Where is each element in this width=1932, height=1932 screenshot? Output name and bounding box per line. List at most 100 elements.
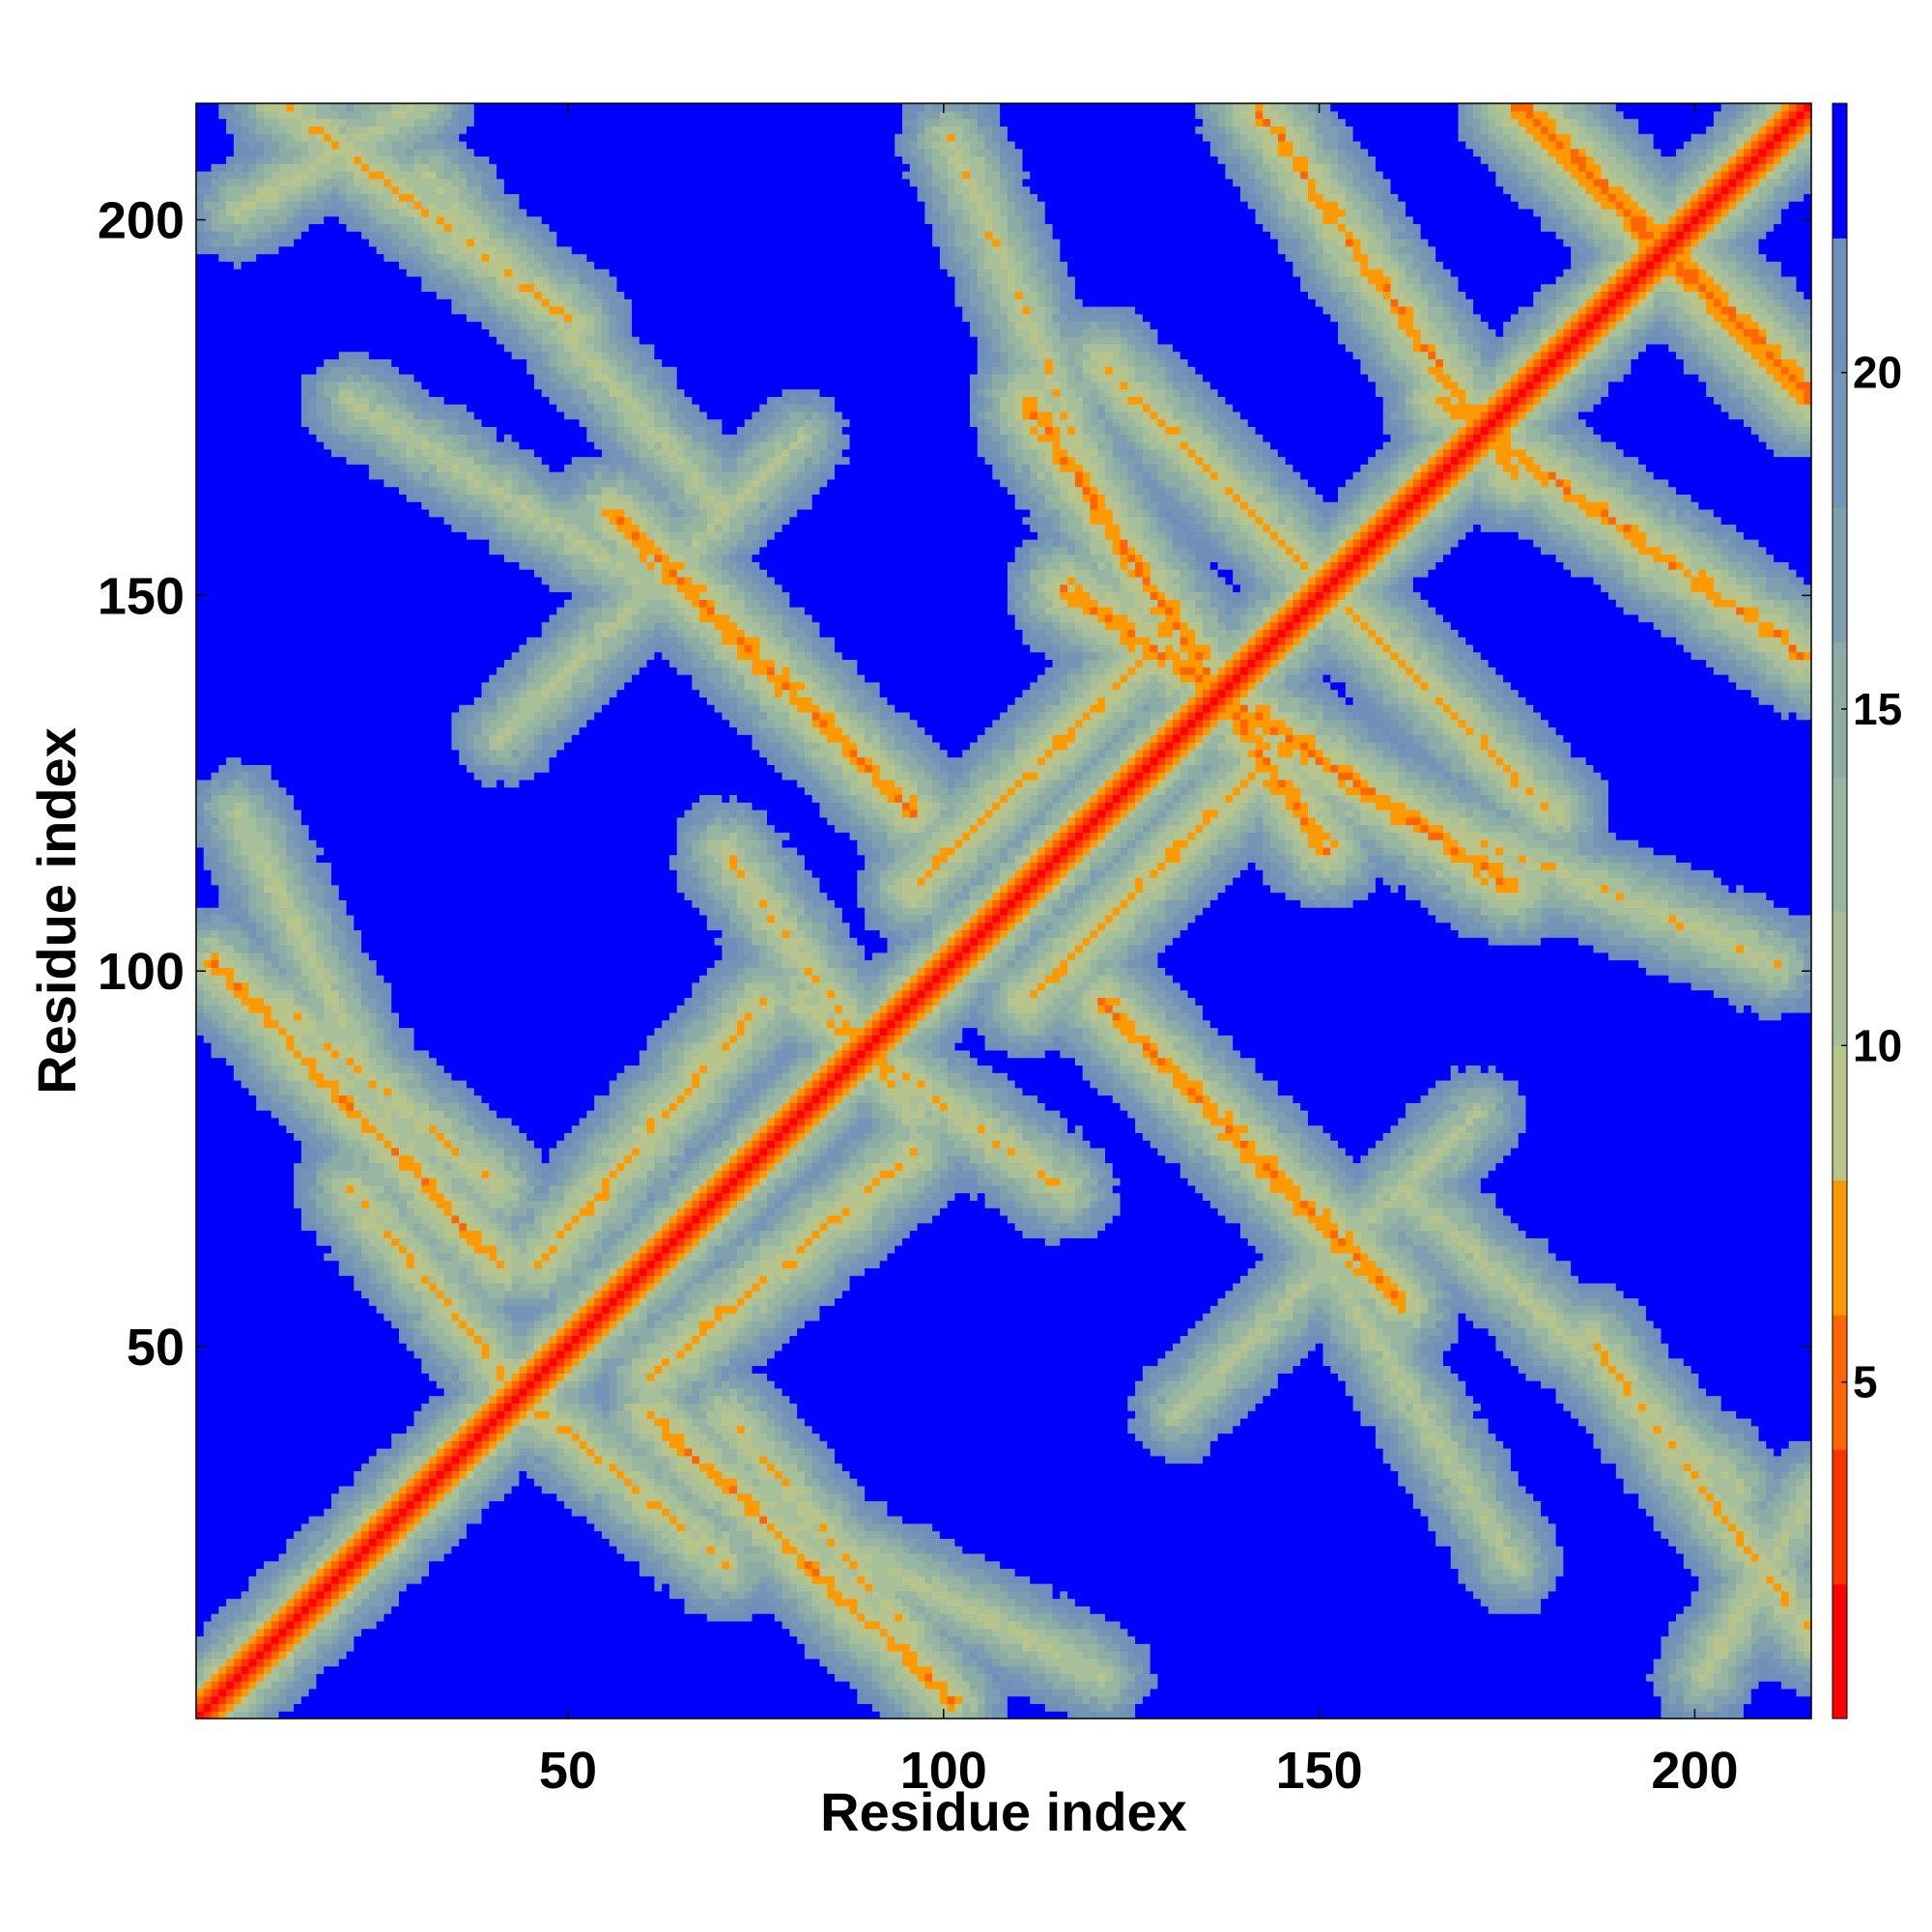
heatmap-cell-run xyxy=(865,1230,873,1238)
heatmap-cell-run xyxy=(804,1260,813,1268)
heatmap-cell-run xyxy=(549,1290,557,1299)
heatmap-cell-run xyxy=(970,1703,979,1712)
heatmap-cell-run xyxy=(473,1448,483,1457)
heatmap-cell-run xyxy=(300,1695,858,1705)
heatmap-cell-run xyxy=(1706,1590,1722,1600)
heatmap-cell-run xyxy=(354,1643,806,1652)
heatmap-cell-run xyxy=(1676,1492,1692,1502)
heatmap-cell-run xyxy=(722,1583,738,1592)
heatmap-cell-run xyxy=(571,1343,581,1351)
heatmap-cell-run xyxy=(1744,1425,1760,1435)
heatmap-cell-run xyxy=(376,1463,385,1471)
heatmap-cell-run xyxy=(473,1455,483,1464)
heatmap-cell-run xyxy=(466,1267,475,1276)
heatmap-cell-run xyxy=(1758,1522,1782,1532)
heatmap-cell-run xyxy=(781,1546,798,1554)
heatmap-cell-run xyxy=(1780,1620,1798,1630)
heatmap-cell-run xyxy=(827,1455,836,1464)
heatmap-cell-run xyxy=(429,1425,438,1435)
heatmap-cell-run xyxy=(1375,1313,1384,1321)
heatmap-cell-run xyxy=(977,1605,1001,1614)
heatmap-cell-run xyxy=(1442,1335,1460,1344)
heatmap-cell-run xyxy=(579,1290,595,1299)
heatmap-cell-run xyxy=(1698,1410,1715,1419)
heatmap-cell-run xyxy=(1661,1470,1685,1479)
heatmap-cell-run xyxy=(632,1410,648,1419)
heatmap-cell-run xyxy=(1375,1200,1384,1208)
heatmap-cell-run xyxy=(1239,1350,1249,1359)
heatmap-cell-run xyxy=(1000,1673,1024,1682)
heatmap-cell-run xyxy=(1330,1252,1354,1262)
heatmap-cell-run xyxy=(1736,1568,1745,1577)
heatmap-cell-run xyxy=(511,1357,520,1367)
heatmap-cell-run xyxy=(511,1485,543,1494)
heatmap-cell-run xyxy=(511,1343,527,1351)
heatmap-cell-run xyxy=(639,1568,655,1577)
heatmap-cell-run xyxy=(668,1478,678,1487)
heatmap-cell-run xyxy=(1209,1327,1219,1336)
heatmap-cell-run xyxy=(616,1252,625,1262)
heatmap-cell-run xyxy=(571,1267,595,1276)
heatmap-cell-run xyxy=(962,1546,1452,1554)
heatmap-cell-run xyxy=(368,1455,378,1464)
heatmap-cell-run xyxy=(1668,1455,1715,1464)
heatmap-cell-run xyxy=(835,1200,873,1208)
heatmap-cell-run xyxy=(1300,1230,1309,1238)
heatmap-cell-run xyxy=(1563,1267,1572,1276)
heatmap-cell-run xyxy=(616,1417,633,1427)
heatmap-cell-run xyxy=(1030,1192,1054,1202)
heatmap-cell-run xyxy=(503,1230,513,1238)
heatmap-cell-run xyxy=(759,1576,776,1584)
heatmap-cell-run xyxy=(601,1403,611,1411)
heatmap-cell-run xyxy=(609,1230,625,1238)
heatmap-cell-run xyxy=(1473,1417,1490,1427)
heatmap-cell-run xyxy=(1683,1433,1699,1441)
heatmap-cell-run xyxy=(1217,1184,1234,1194)
heatmap-cell-run xyxy=(391,1214,400,1224)
heatmap-cell-run xyxy=(391,1275,400,1284)
heatmap-cell-run xyxy=(519,1448,535,1457)
heatmap-cell-run xyxy=(729,1200,738,1208)
heatmap-cell-run xyxy=(632,1222,640,1232)
heatmap-cell-run xyxy=(1450,1403,1460,1411)
heatmap-cell-run xyxy=(443,1492,460,1502)
heatmap-cell-run xyxy=(459,1290,475,1299)
heatmap-cell-run xyxy=(1631,1327,1647,1336)
heatmap-cell-run xyxy=(466,1350,475,1359)
heatmap-cell-run xyxy=(706,1237,723,1246)
heatmap-cell-run xyxy=(1382,1387,1392,1397)
heatmap-cell-run xyxy=(917,1628,925,1637)
heatmap-cell-run xyxy=(804,1478,821,1487)
heatmap-cell-run xyxy=(1398,1267,1406,1276)
heatmap-cell-run xyxy=(1796,1681,1804,1690)
heatmap-cell-run xyxy=(1014,1681,1031,1690)
heatmap-cell-run xyxy=(1360,1343,1377,1351)
heatmap-cell-run xyxy=(218,1635,235,1644)
heatmap-cell-run xyxy=(1450,1252,1460,1262)
heatmap-cell-run xyxy=(917,1695,933,1705)
heatmap-cell-run xyxy=(601,1214,618,1224)
heatmap-cell-run xyxy=(1270,1282,1287,1292)
heatmap-cell-run xyxy=(819,1568,843,1577)
heatmap-cell-run xyxy=(1465,1576,1482,1584)
heatmap-cell-run xyxy=(819,1605,836,1614)
heatmap-cell-run xyxy=(609,1192,618,1202)
heatmap-cell-run xyxy=(819,1305,1211,1314)
heatmap-cell-run xyxy=(744,1546,760,1554)
heatmap-cell-run xyxy=(1788,1485,1798,1494)
heatmap-cell-run xyxy=(841,1560,851,1570)
heatmap-cell-run xyxy=(1638,1485,1647,1494)
heatmap-cell-run xyxy=(1217,1357,1227,1367)
heatmap-cell-run xyxy=(376,1448,392,1457)
heatmap-cell-run xyxy=(947,1552,971,1562)
heatmap-cell-run xyxy=(902,1651,919,1660)
heatmap-cell-run xyxy=(1104,1673,1114,1682)
heatmap-cell-run xyxy=(1412,1200,1422,1208)
heatmap-cell-run xyxy=(781,1620,790,1630)
heatmap-cell-run xyxy=(473,1380,490,1389)
heatmap-cell-run xyxy=(1420,1200,1429,1208)
heatmap-cell-run xyxy=(729,1530,753,1539)
heatmap-cell-run xyxy=(1676,1695,1685,1705)
heatmap-cell-run xyxy=(1548,1267,1564,1276)
heatmap-cell-run xyxy=(361,1583,378,1592)
